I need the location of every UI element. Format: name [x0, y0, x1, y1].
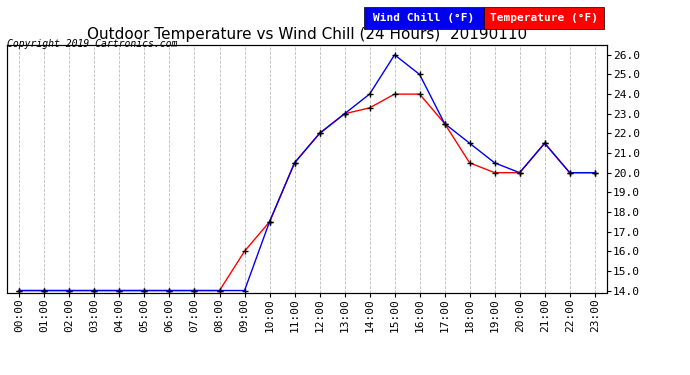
- Text: Temperature (°F): Temperature (°F): [490, 13, 598, 23]
- Title: Outdoor Temperature vs Wind Chill (24 Hours)  20190110: Outdoor Temperature vs Wind Chill (24 Ho…: [87, 27, 527, 42]
- Text: Wind Chill (°F): Wind Chill (°F): [373, 13, 475, 23]
- FancyBboxPatch shape: [484, 7, 604, 29]
- FancyBboxPatch shape: [364, 7, 484, 29]
- Text: Copyright 2019 Cartronics.com: Copyright 2019 Cartronics.com: [7, 39, 177, 50]
